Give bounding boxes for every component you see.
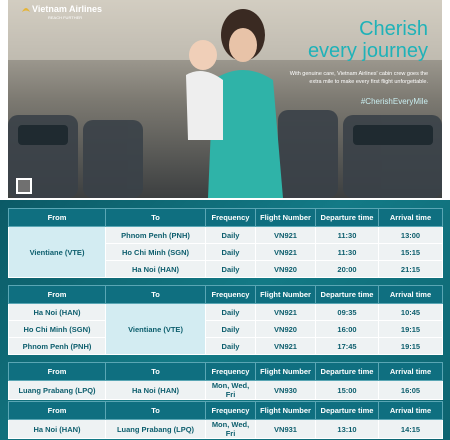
headline-line: Cherish [359, 18, 428, 40]
column-header: From [8, 401, 106, 420]
cell: Phnom Penh (PNH) [8, 337, 106, 355]
cell: 13:10 [315, 419, 379, 439]
cell: VN921 [255, 337, 316, 355]
cell: 15:15 [378, 243, 443, 261]
headline: Cherish every journey [308, 18, 428, 62]
column-header: Arrival time [378, 401, 443, 420]
schedule-table: From To Frequency Flight Number Departure ti… [8, 401, 443, 439]
column-header: Departure time [315, 401, 379, 420]
cell: VN931 [255, 419, 316, 439]
cell: 16:00 [315, 320, 379, 338]
cell: Ho Chi Minh (SGN) [8, 320, 106, 338]
schedule-row: Phnom Penh (PNH) Daily VN921 17:45 19:15 [8, 337, 443, 355]
schedule: From To Frequency Flight Number Departure ti… [0, 200, 450, 440]
column-header: Frequency [205, 285, 256, 304]
cell: 10:45 [378, 303, 443, 321]
schedule-row: Ha Noi (HAN) Vientiane (VTE) Daily VN921 09:… [8, 303, 443, 355]
column-header: Departure time [315, 285, 379, 304]
column-header: From [8, 208, 106, 227]
brand: Vietnam Airlines [32, 4, 103, 14]
column-header: Flight Number [255, 285, 316, 304]
cell: Phnom Penh (PNH) [105, 226, 206, 244]
tagline: REACH FURTHER [48, 15, 83, 20]
cell: Daily [205, 226, 256, 244]
header-row: From To Frequency Flight Number Departure ti… [8, 401, 443, 420]
cell: Daily [205, 337, 256, 355]
cell: 11:30 [315, 226, 379, 244]
cell: Mon, Wed, Fri [205, 419, 256, 439]
cell: Daily [205, 320, 256, 338]
cell: Daily [205, 303, 256, 321]
header-row: From To Frequency Flight Number Departure ti… [8, 285, 443, 304]
column-header: Flight Number [255, 401, 316, 420]
schedule-table: From To Frequency Flight Number Departure ti… [8, 208, 443, 278]
header-row: From To Frequency Flight Number Departure ti… [8, 208, 443, 227]
schedule-table: From To Frequency Flight Number Departure ti… [8, 362, 443, 400]
cell: 11:30 [315, 243, 379, 261]
column-header: To [105, 285, 206, 304]
cell: Ha Noi (HAN) [8, 419, 106, 439]
column-header: Departure time [315, 208, 379, 227]
schedule-table: From To Frequency Flight Number Departure ti… [8, 285, 443, 355]
column-header: Arrival time [378, 362, 443, 381]
body-text: With genuine care, Vietnam Airlines' cab… [289, 71, 428, 85]
cell: Ho Chi Minh (SGN) [105, 243, 206, 261]
column-header: Frequency [205, 401, 256, 420]
schedule-row: Luang Prabang (LPQ) Ha Noi (HAN) Mon, Wed,… [8, 380, 443, 400]
column-header: To [105, 401, 206, 420]
cell: Ha Noi (HAN) [8, 303, 106, 321]
column-header: To [105, 208, 206, 227]
cell: 15:00 [315, 380, 379, 400]
cell: Luang Prabang (LPQ) [105, 419, 206, 439]
column-header: Flight Number [255, 362, 316, 381]
cell: 13:00 [378, 226, 443, 244]
banner-art [8, 0, 442, 198]
cell: VN930 [255, 380, 316, 400]
cell: VN921 [255, 226, 316, 244]
column-header: Departure time [315, 362, 379, 381]
cell: Mon, Wed, Fri [205, 380, 256, 400]
schedule-row: Ha Noi (HAN) Luang Prabang (LPQ) Mon, Wed,… [8, 419, 443, 439]
column-header: Flight Number [255, 208, 316, 227]
cell: 19:15 [378, 337, 443, 355]
headline-line: every journey [307, 40, 428, 62]
cell: VN920 [255, 260, 316, 278]
cell: 21:15 [378, 260, 443, 278]
cell: Daily [205, 260, 256, 278]
cell: Ha Noi (HAN) [105, 380, 206, 400]
cell: 14:15 [378, 419, 443, 439]
header-row: From To Frequency Flight Number Departure ti… [8, 362, 443, 381]
cell: 16:05 [378, 380, 443, 400]
hashtag: #CherishEveryMile [360, 97, 428, 106]
column-header: Arrival time [378, 208, 443, 227]
cell: 09:35 [315, 303, 379, 321]
schedule-row: Ha Noi (HAN) Daily VN920 20:00 21:15 [9, 260, 443, 278]
column-header: Frequency [205, 208, 256, 227]
schedule-row: Ho Chi Minh (SGN) Daily VN921 11:30 15:15 [9, 243, 443, 261]
cell: 20:00 [315, 260, 379, 278]
cell: Ha Noi (HAN) [105, 260, 206, 278]
cell: 19:15 [378, 320, 443, 338]
cell: VN920 [255, 320, 316, 338]
column-header: Frequency [205, 362, 256, 381]
schedule-row: Ho Chi Minh (SGN) Daily VN920 16:00 19:15 [8, 320, 443, 338]
cell: Luang Prabang (LPQ) [8, 380, 106, 400]
column-header: From [8, 362, 106, 381]
cell: VN921 [255, 243, 316, 261]
cell: 17:45 [315, 337, 379, 355]
merged-from: Vientiane (VTE) [8, 226, 106, 278]
cell: VN921 [255, 303, 316, 321]
column-header: Arrival time [378, 285, 443, 304]
merged-to: Vientiane (VTE) [105, 303, 206, 355]
column-header: To [105, 362, 206, 381]
banner: Vietnam Airlines REACH FURTHER Cherish e… [8, 0, 442, 198]
schedule-row: Vientiane (VTE) Phnom Penh (PNH) Daily VN92… [8, 226, 443, 278]
column-header: From [8, 285, 106, 304]
cell: Daily [205, 243, 256, 261]
